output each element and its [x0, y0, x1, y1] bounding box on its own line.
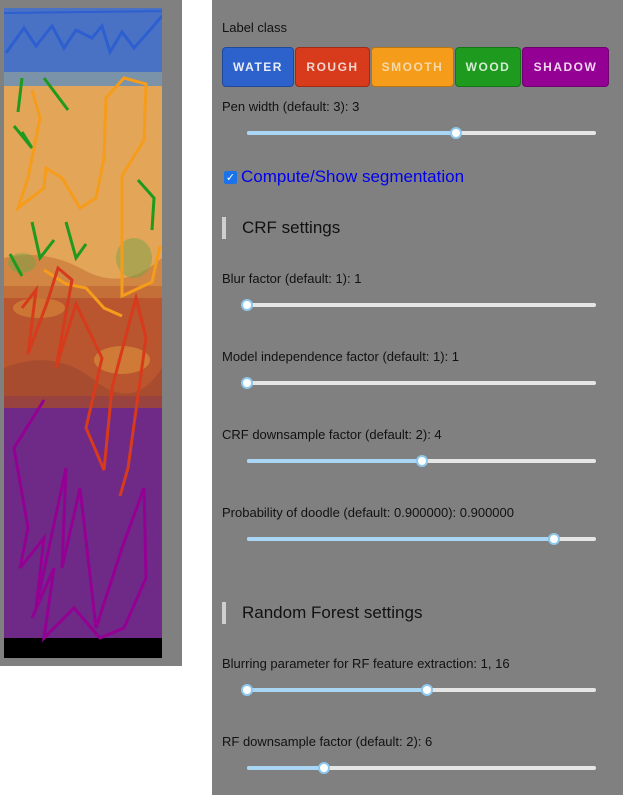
rf-downsample-slider[interactable] [247, 760, 596, 776]
water-class-button[interactable]: WATER [222, 47, 294, 87]
doodle-probability-slider[interactable] [247, 531, 596, 547]
slider-thumb[interactable] [241, 377, 253, 389]
doodle-canvas[interactable] [4, 8, 162, 658]
rf-blurring-range-slider[interactable] [241, 682, 596, 698]
model-independence-label: Model independence factor (default: 1): … [222, 349, 460, 364]
segmentation-checkbox[interactable]: ✓ [224, 170, 237, 184]
slider-thumb[interactable] [548, 533, 561, 545]
crf-settings-heading: CRF settings [222, 217, 340, 239]
image-panel [0, 0, 182, 666]
doodle-probability-label: Probability of doodle (default: 0.900000… [222, 505, 514, 520]
crf-downsample-label: CRF downsample factor (default: 2): 4 [222, 427, 442, 442]
rf-settings-heading: Random Forest settings [222, 602, 422, 624]
blur-factor-slider[interactable] [241, 297, 596, 313]
wood-class-button[interactable]: WOOD [455, 47, 521, 87]
rough-class-button[interactable]: ROUGH [295, 47, 370, 87]
smooth-class-button[interactable]: SMOOTH [371, 47, 454, 87]
segmentation-label[interactable]: Compute/Show segmentation [241, 167, 465, 186]
label-class-buttons: WATER ROUGH SMOOTH WOOD SHADOW [222, 47, 609, 87]
model-independence-slider[interactable] [241, 375, 596, 391]
slider-thumb[interactable] [415, 455, 428, 467]
rf-blurring-label: Blurring parameter for RF feature extrac… [222, 656, 510, 671]
segmentation-toggle[interactable]: ✓ Compute/Show segmentation [224, 167, 464, 187]
rf-downsample-label: RF downsample factor (default: 2): 6 [222, 734, 433, 749]
pen-width-label: Pen width (default: 3): 3 [222, 99, 360, 114]
annotated-image[interactable] [4, 8, 162, 658]
label-class-title: Label class [222, 20, 288, 35]
controls-panel: Label class WATER ROUGH SMOOTH WOOD SHAD… [212, 0, 623, 795]
slider-thumb[interactable] [317, 762, 330, 774]
pen-width-slider[interactable] [247, 125, 596, 141]
crf-downsample-slider[interactable] [247, 453, 596, 469]
range-thumb-low[interactable] [241, 684, 253, 696]
slider-thumb[interactable] [450, 127, 463, 139]
blur-factor-label: Blur factor (default: 1): 1 [222, 271, 362, 286]
slider-thumb[interactable] [241, 299, 253, 311]
shadow-class-button[interactable]: SHADOW [522, 47, 609, 87]
range-thumb-high[interactable] [420, 684, 433, 696]
